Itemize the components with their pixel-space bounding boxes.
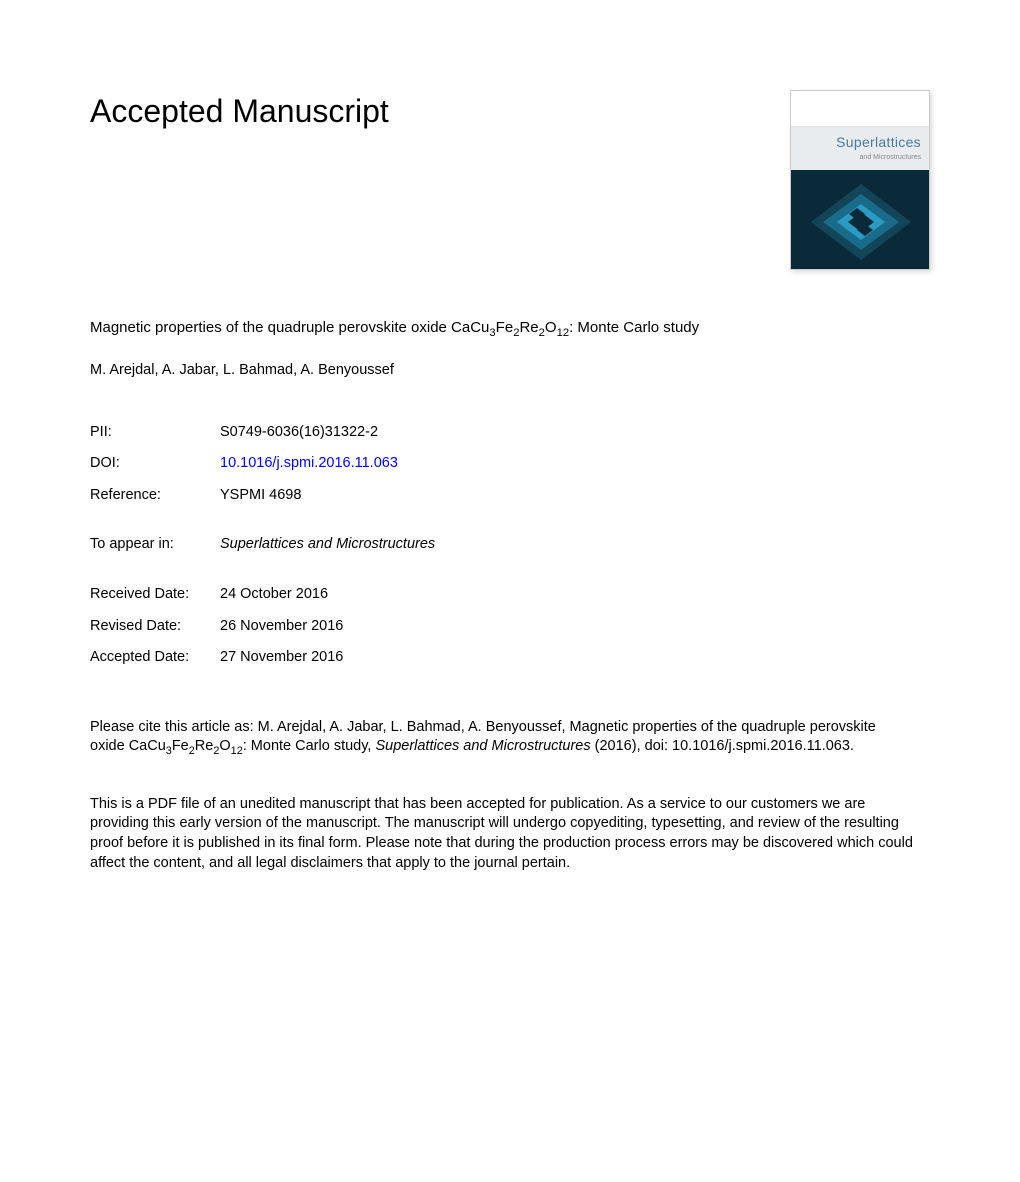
doi-link[interactable]: 10.1016/j.spmi.2016.11.063 [220,455,398,471]
meta-row-revised: Revised Date: 26 November 2016 [90,611,435,643]
meta-row-reference: Reference: YSPMI 4698 [90,480,435,512]
page-title: Accepted Manuscript [90,90,389,133]
title-sub: 12 [557,327,570,339]
meta-row-pii: PII: S0749-6036(16)31322-2 [90,417,435,449]
meta-label: Revised Date: [90,611,220,643]
meta-value: S0749-6036(16)31322-2 [220,417,435,449]
title-text: Re [519,319,538,336]
title-text: : Monte Carlo study [569,319,699,336]
meta-value: 27 November 2016 [220,642,435,674]
cover-journal-subtitle: and Microstructures [799,153,921,162]
title-text: Fe [496,319,514,336]
meta-value-journal: Superlattices and Microstructures [220,529,435,561]
title-text: Magnetic properties of the quadruple per… [90,319,489,336]
cover-top-bar [791,91,929,127]
citation-text: Re [195,738,214,754]
meta-label: Accepted Date: [90,642,220,674]
meta-label: To appear in: [90,529,220,561]
header-row: Accepted Manuscript Superlattices and Mi… [90,90,930,270]
cover-art [791,170,929,270]
meta-value: YSPMI 4698 [220,480,435,512]
citation-block: Please cite this article as: M. Arejdal,… [90,718,910,759]
article-title: Magnetic properties of the quadruple per… [90,318,730,341]
metadata-table: PII: S0749-6036(16)31322-2 DOI: 10.1016/… [90,417,435,674]
citation-text: : Monte Carlo study, [243,738,376,754]
citation-sub: 12 [231,745,243,757]
journal-cover-thumbnail: Superlattices and Microstructures [790,90,930,270]
meta-label: Reference: [90,480,220,512]
disclaimer-block: This is a PDF file of an unedited manusc… [90,795,920,873]
meta-value: 24 October 2016 [220,579,435,611]
meta-row-to-appear: To appear in: Superlattices and Microstr… [90,529,435,561]
title-text: O [545,319,557,336]
citation-journal: Superlattices and Microstructures [375,738,590,754]
meta-value: 26 November 2016 [220,611,435,643]
meta-label: Received Date: [90,579,220,611]
authors-line: M. Arejdal, A. Jabar, L. Bahmad, A. Beny… [90,361,930,381]
cover-title-band: Superlattices and Microstructures [791,127,929,170]
cover-journal-title: Superlattices [799,133,921,152]
citation-text: O [219,738,230,754]
meta-row-received: Received Date: 24 October 2016 [90,579,435,611]
meta-row-doi: DOI: 10.1016/j.spmi.2016.11.063 [90,448,435,480]
meta-label: DOI: [90,448,220,480]
meta-row-accepted: Accepted Date: 27 November 2016 [90,642,435,674]
meta-label: PII: [90,417,220,449]
citation-text: (2016), doi: 10.1016/j.spmi.2016.11.063. [591,738,854,754]
citation-text: Fe [172,738,189,754]
